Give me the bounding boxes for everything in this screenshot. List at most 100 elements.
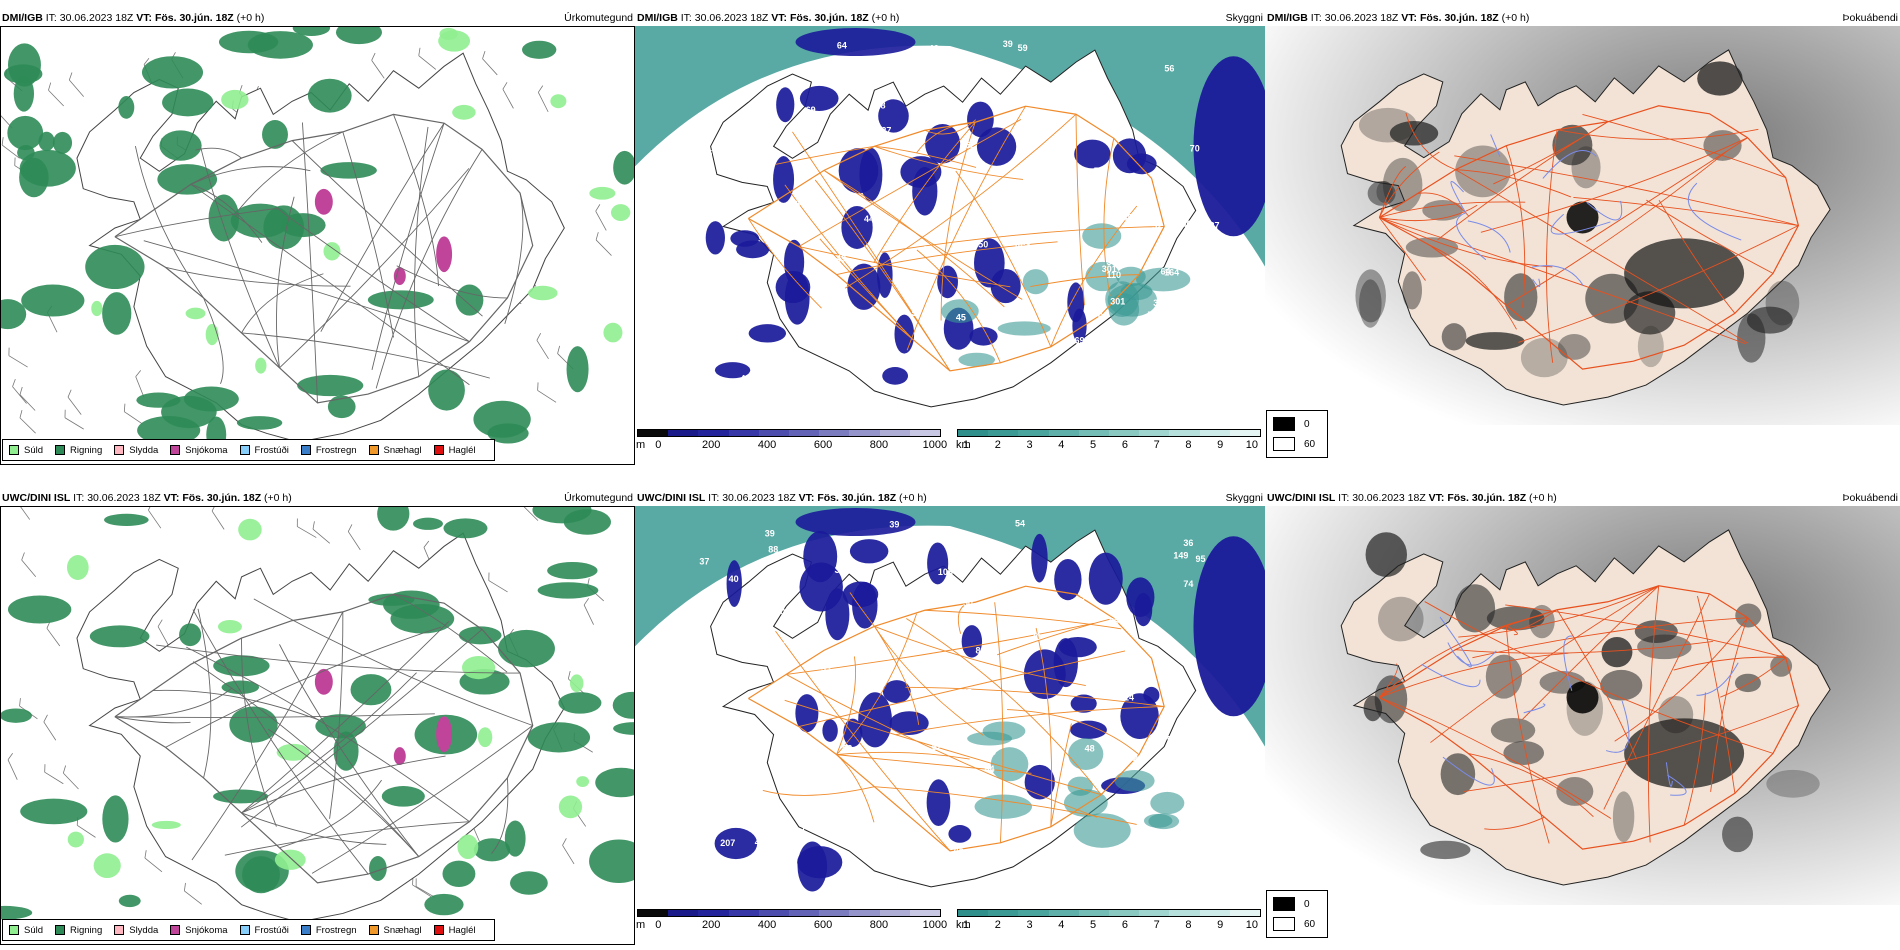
visibility-value-label: 127 (876, 125, 891, 135)
visibility-value-label: 164 (1164, 267, 1179, 277)
panel-header: UWC/DINI ISL IT: 30.06.2023 18Z VT: Fös.… (1265, 490, 1900, 506)
legend-swatch (300, 925, 311, 935)
visibility-value-label: 54 (1080, 592, 1090, 602)
model-name: DMI/IGB (1267, 12, 1308, 24)
visibility-value-label: 64 (1190, 284, 1200, 294)
visibility-value-label: 100 (1002, 96, 1017, 106)
visibility-value-label: 65 (923, 245, 933, 255)
scale-tick-label: 2 (994, 919, 1001, 931)
scale-tick-label: 400 (757, 919, 777, 931)
fog-map (1265, 506, 1900, 905)
visibility-value-label: 50 (978, 240, 988, 250)
visibility-value-label: 68 (690, 252, 700, 262)
visibility-value-label: 69 (1075, 335, 1085, 345)
visibility-value-label: 48 (1013, 239, 1023, 249)
legend-label: Frostregn (315, 924, 357, 936)
scale-tick-label: 200 (701, 919, 721, 931)
it-value: 30.06.2023 18Z (1352, 492, 1426, 504)
visibility-value-label: 42 (1115, 331, 1125, 341)
panel-header: UWC/DINI ISL IT: 30.06.2023 18Z VT: Fös.… (0, 490, 635, 506)
visibility-scale-km: km 1 2 3 4 5 6 7 8 9 10 (956, 429, 1261, 463)
visibility-value-label: 62 (932, 742, 942, 752)
scale-tick-label: 10 (1245, 439, 1258, 451)
panel-title: Skyggni (1225, 12, 1263, 24)
visibility-value-label: 69 (806, 105, 816, 115)
panel-title: Þokuábendi (1842, 12, 1898, 24)
precip-legend-item: Frostregn (300, 924, 357, 936)
scale-tick-label: 800 (869, 919, 889, 931)
vt-value: Fös. 30.jún. 18Z (154, 12, 234, 24)
visibility-value-label: 53 (821, 663, 831, 673)
visibility-value-label: 92 (696, 336, 706, 346)
visibility-value-label: 48 (740, 373, 750, 383)
vt-label: VT: (1428, 492, 1445, 504)
visibility-value-label: 106 (721, 643, 736, 653)
panel-title: Úrkomutegund (564, 492, 633, 504)
visibility-value-label: 43 (1212, 246, 1222, 256)
legend-swatch (433, 925, 444, 935)
panel-title: Skyggni (1225, 492, 1263, 504)
visibility-value-label: 36 (1183, 538, 1193, 548)
visibility-value-label: 70 (986, 747, 996, 757)
legend-label: Súld (24, 924, 44, 936)
visibility-value-label: 45 (1195, 754, 1205, 764)
legend-swatch (433, 445, 444, 455)
visibility-value-label: 64 (1161, 267, 1171, 277)
scale-unit: km (956, 919, 971, 931)
visibility-value-label: 112 (822, 680, 837, 690)
visibility-value-label: 138 (887, 194, 902, 204)
legend-label: 60 (1304, 918, 1316, 930)
visibility-value-label: 61 (771, 357, 781, 367)
legend-swatch (239, 445, 250, 455)
scale-tick-label: 3 (1026, 439, 1033, 451)
scale-tick-label: 1000 (922, 439, 948, 451)
model-name: DMI/IGB (2, 12, 43, 24)
fog-legend: 0 60 (1266, 410, 1328, 458)
visibility-value-label: 121 (1128, 753, 1143, 763)
visibility-value-label: 70 (801, 822, 811, 832)
scale-tick-label: 1 (963, 919, 970, 931)
legend-swatch (368, 925, 379, 935)
panel-title: Úrkomutegund (564, 12, 633, 24)
scale-tick-label: 6 (1121, 919, 1128, 931)
visibility-value-label: 34 (1025, 644, 1035, 654)
precip-legend-item: Rigning (55, 925, 102, 936)
visibility-value-label: 54 (910, 353, 920, 363)
visibility-value-label: 46 (1021, 237, 1031, 247)
precip-legend-item: Súld (9, 445, 43, 456)
precip-legend-item: Frostúði (239, 445, 289, 456)
visibility-value-label: 52 (1152, 221, 1162, 231)
visibility-value-label: 70 (1086, 92, 1096, 102)
visibility-value-label: 40 (729, 574, 739, 584)
visibility-value-label: 89 (732, 711, 742, 721)
visibility-panel-row1: DMI/IGB IT: 30.06.2023 18Z VT: Fös. 30.j… (635, 10, 1265, 465)
scale-tick-label: 600 (813, 919, 833, 931)
visibility-value-label: 56 (1164, 63, 1174, 73)
legend-label: Frostregn (315, 444, 357, 456)
scale-tick-label: 8 (1185, 919, 1192, 931)
it-label: IT: (45, 12, 57, 24)
vt-value: Fös. 30.jún. 18Z (182, 492, 262, 504)
legend-label: Haglél (448, 924, 476, 936)
visibility-value-label: 74 (1055, 851, 1065, 861)
visibility-value-label: 48 (1122, 213, 1132, 223)
visibility-value-label: 60 (707, 742, 717, 752)
vt-label: VT: (136, 12, 153, 24)
visibility-value-label: 70 (1031, 632, 1041, 642)
precip-legend-item: Rigning (55, 445, 102, 456)
visibility-value-label: 62 (965, 140, 975, 150)
visibility-value-label: 58 (842, 743, 852, 753)
visibility-value-label: 69 (699, 249, 709, 259)
scale-tick-label: 0 (655, 439, 662, 451)
vt-label: VT: (163, 492, 180, 504)
offset: (+0 h) (264, 492, 292, 504)
visibility-value-label: 82 (976, 645, 986, 655)
visibility-value-label: 301 (1110, 297, 1125, 307)
visibility-value-label: 59 (1109, 617, 1119, 627)
it-label: IT: (680, 12, 692, 24)
legend-label: Súld (24, 444, 44, 456)
legend-swatch (55, 445, 66, 455)
scale-tick-label: 600 (813, 439, 833, 451)
model-name: DMI/IGB (637, 12, 678, 24)
legend-label: Rigning (70, 444, 103, 456)
